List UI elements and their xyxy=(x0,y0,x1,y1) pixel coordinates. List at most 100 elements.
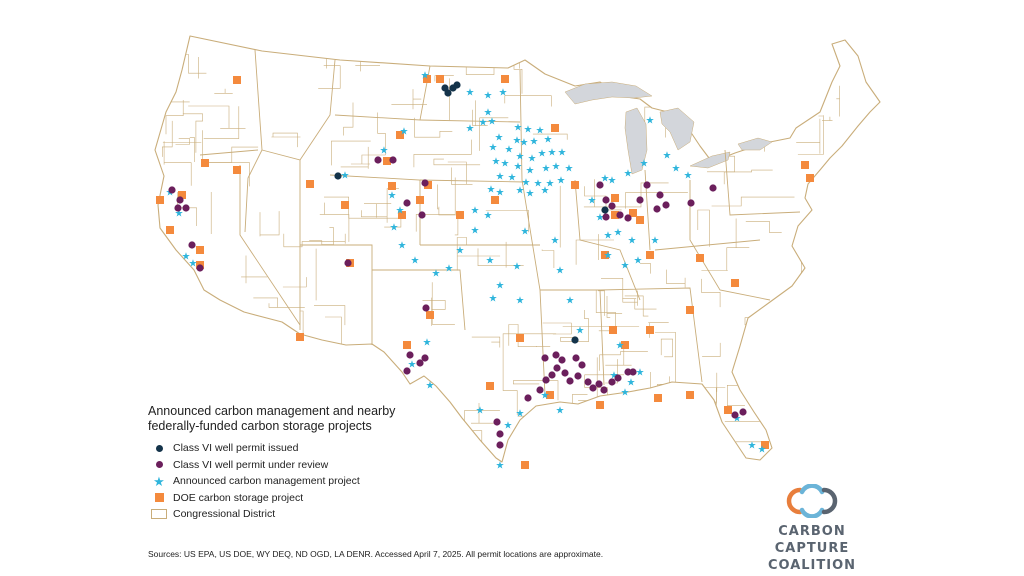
announced-project-marker: ★ xyxy=(432,269,441,280)
permit-review-marker xyxy=(541,354,549,362)
permit-review-marker xyxy=(536,386,544,394)
announced-project-marker: ★ xyxy=(636,368,645,379)
announced-project-marker: ★ xyxy=(396,206,405,217)
announced-project-marker: ★ xyxy=(426,381,435,392)
announced-project-marker: ★ xyxy=(544,135,553,146)
announced-project-marker: ★ xyxy=(576,326,585,337)
doe-project-marker xyxy=(403,341,411,349)
district-line xyxy=(774,409,825,438)
permit-review-marker xyxy=(614,374,622,382)
permit-review-marker xyxy=(421,179,429,187)
doe-project-marker xyxy=(611,194,619,202)
permit-review-marker xyxy=(542,376,550,384)
district-line xyxy=(464,410,500,454)
district-line xyxy=(834,196,856,229)
permit-review-marker xyxy=(595,380,603,388)
legend-item-announced-project: ★ Announced carbon management project xyxy=(148,473,398,490)
announced-project-marker: ★ xyxy=(530,137,539,148)
district-line xyxy=(182,113,203,153)
district-line xyxy=(471,403,500,424)
permit-review-marker xyxy=(548,371,556,379)
announced-project-marker: ★ xyxy=(514,123,523,134)
announced-project-marker: ★ xyxy=(536,126,545,137)
announced-project-marker: ★ xyxy=(516,409,525,420)
sources-note: Sources: US EPA, US DOE, WY DEQ, ND OGD,… xyxy=(148,549,604,559)
district-line xyxy=(640,263,651,274)
doe-project-marker xyxy=(596,401,604,409)
doe-project-marker xyxy=(629,209,637,217)
district-line xyxy=(504,95,552,107)
district-line xyxy=(155,302,176,342)
legend-item-doe-project: DOE carbon storage project xyxy=(148,490,398,507)
doe-project-marker xyxy=(423,75,431,83)
doe-project-marker xyxy=(486,382,494,390)
permit-review-marker xyxy=(624,214,632,222)
district-line xyxy=(188,105,246,129)
announced-project-marker: ★ xyxy=(484,211,493,222)
district-line xyxy=(318,47,341,89)
permit-review-marker xyxy=(656,191,664,199)
district-line xyxy=(308,394,337,400)
district-line xyxy=(624,295,649,317)
district-line xyxy=(203,314,241,335)
announced-project-marker: ★ xyxy=(524,125,533,136)
doe-project-marker xyxy=(424,181,432,189)
district-line xyxy=(350,112,386,165)
district-line xyxy=(798,398,833,423)
district-line xyxy=(191,319,216,363)
permit-review-marker xyxy=(629,368,637,376)
announced-project-marker: ★ xyxy=(541,391,550,402)
lake-huron xyxy=(659,107,695,151)
lake-ontario xyxy=(737,137,773,151)
district-line xyxy=(801,258,829,286)
permit-review-marker xyxy=(416,359,424,367)
permit-review-marker xyxy=(624,368,632,376)
district-line xyxy=(723,169,773,185)
announced-project-marker: ★ xyxy=(466,88,475,99)
permit-review-marker xyxy=(421,354,429,362)
announced-project-marker: ★ xyxy=(400,127,409,138)
legend-label-permit-issued: Class VI well permit issued xyxy=(173,442,299,455)
district-line xyxy=(282,277,307,288)
doe-project-marker xyxy=(731,279,739,287)
lake-erie xyxy=(689,151,731,169)
announced-project-marker: ★ xyxy=(492,157,501,168)
doe-project-marker xyxy=(383,157,391,165)
announced-project-marker: ★ xyxy=(542,164,551,175)
announced-project-marker: ★ xyxy=(421,71,430,82)
district-line xyxy=(361,188,399,223)
announced-project-marker: ★ xyxy=(486,256,495,267)
district-line xyxy=(479,117,509,151)
permit-review-marker xyxy=(596,181,604,189)
logo-mark-icon xyxy=(786,483,838,519)
permit-issued-marker xyxy=(444,89,452,97)
permit-review-marker xyxy=(182,204,190,212)
district-line xyxy=(697,209,710,247)
announced-project-marker: ★ xyxy=(624,169,633,180)
permit-review-marker xyxy=(636,196,644,204)
announced-project-marker: ★ xyxy=(546,179,555,190)
announced-project-marker: ★ xyxy=(499,88,508,99)
announced-project-marker: ★ xyxy=(526,189,535,200)
announced-project-marker: ★ xyxy=(466,124,475,135)
announced-project-marker: ★ xyxy=(489,143,498,154)
permit-review-marker xyxy=(589,384,597,392)
permit-review-marker xyxy=(687,199,695,207)
state-borders xyxy=(199,49,801,396)
district-line xyxy=(532,133,568,140)
district-line xyxy=(530,442,589,462)
district-line xyxy=(252,376,272,404)
announced-project-marker: ★ xyxy=(508,173,517,184)
district-line xyxy=(364,203,392,218)
district-line xyxy=(325,316,342,347)
doe-project-marker xyxy=(611,211,619,219)
legend-item-congressional-district: Congressional District xyxy=(148,506,398,523)
doe-project-marker xyxy=(621,341,629,349)
doe-project-marker xyxy=(388,182,396,190)
district-line xyxy=(622,298,657,310)
permit-review-marker xyxy=(493,418,501,426)
permit-review-marker xyxy=(602,196,610,204)
district-line xyxy=(822,116,833,121)
permit-review-marker xyxy=(574,372,582,380)
doe-project-marker xyxy=(646,251,654,259)
